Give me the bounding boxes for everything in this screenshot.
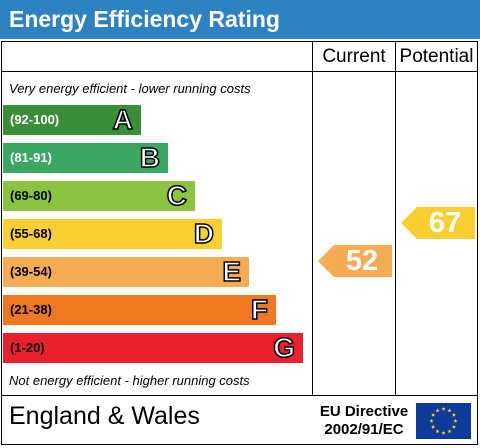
band-range: (55-68): [10, 226, 52, 241]
current-rating-value: 52: [345, 245, 379, 277]
current-arrow-shape: [318, 245, 392, 277]
band-range: (81-91): [10, 150, 52, 165]
band-e: (39-54) E: [3, 256, 249, 288]
potential-arrow-shape: [401, 207, 475, 239]
band-range: (69-80): [10, 188, 52, 203]
chart-title: Energy Efficiency Rating: [9, 6, 280, 32]
band-range: (21-38): [10, 302, 52, 317]
band-d: (55-68) D: [3, 218, 222, 250]
band-letter: G: [272, 332, 295, 364]
eu-directive: EU Directive 2002/91/EC: [314, 403, 414, 439]
band-a: (92-100) A: [3, 104, 141, 136]
divider-current: [312, 42, 313, 396]
title-bar: Energy Efficiency Rating: [0, 0, 480, 39]
band-letter: E: [222, 256, 242, 288]
chart-frame: [1, 41, 478, 445]
eu-directive-line2: 2002/91/EC: [324, 421, 404, 438]
note-efficient: Very energy efficient - lower running co…: [9, 81, 251, 96]
potential-rating-value: 67: [428, 207, 462, 239]
eu-directive-line1: EU Directive: [319, 403, 409, 420]
divider-potential: [395, 42, 396, 396]
band-letter: D: [193, 218, 215, 250]
potential-column-header: Potential: [399, 46, 474, 67]
current-rating-arrow: 52: [318, 245, 392, 277]
footer-divider: [2, 395, 477, 396]
band-letter: C: [166, 180, 188, 212]
band-range: (92-100): [10, 112, 60, 127]
band-range: (39-54): [10, 264, 52, 279]
eu-flag-icon: [416, 403, 471, 439]
band-g: (1-20) G: [3, 332, 303, 364]
band-letter: A: [112, 104, 134, 136]
band-letter: F: [250, 294, 269, 326]
band-letter: B: [139, 142, 161, 174]
note-inefficient: Not energy efficient - higher running co…: [9, 373, 250, 388]
band-c: (69-80) C: [3, 180, 195, 212]
band-b: (81-91) B: [3, 142, 168, 174]
current-column-header: Current: [322, 46, 386, 67]
potential-rating-arrow: 67: [401, 207, 475, 239]
band-f: (21-38) F: [3, 294, 276, 326]
header-divider: [2, 71, 477, 72]
region-label: England & Wales: [9, 402, 200, 430]
band-range: (1-20): [10, 340, 45, 355]
